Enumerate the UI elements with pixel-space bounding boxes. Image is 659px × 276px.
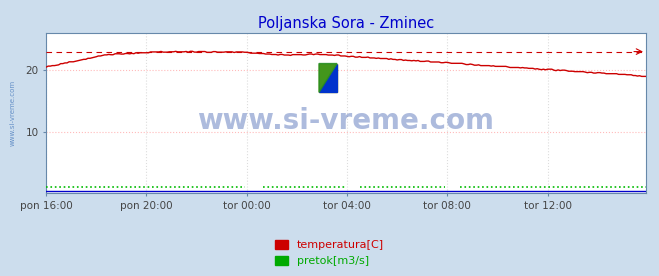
Title: Poljanska Sora - Zminec: Poljanska Sora - Zminec [258,15,434,31]
Polygon shape [319,63,337,92]
Bar [319,63,337,92]
Polygon shape [319,63,337,92]
Text: www.si-vreme.com: www.si-vreme.com [198,107,494,135]
Legend: temperatura[C], pretok[m3/s]: temperatura[C], pretok[m3/s] [270,235,389,270]
Text: www.si-vreme.com: www.si-vreme.com [10,80,16,146]
